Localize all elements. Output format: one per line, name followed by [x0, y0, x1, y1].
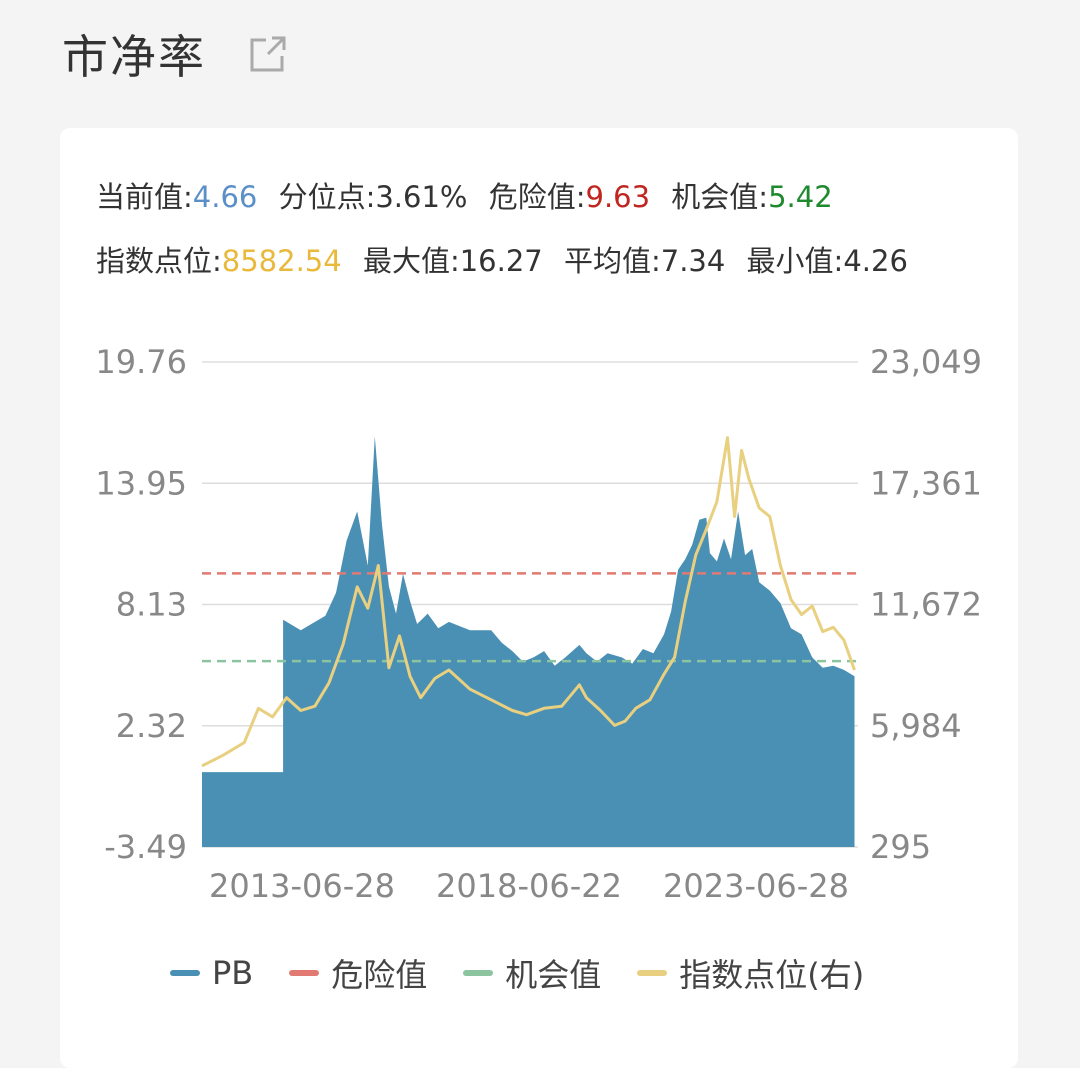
avg-value: 7.34	[660, 244, 726, 278]
y-right-tick-label: 23,049	[870, 343, 982, 381]
external-link-icon[interactable]	[246, 32, 290, 76]
chart-card	[60, 128, 1018, 1068]
stats-row-2: 指数点位:8582.54 最大值:16.27 平均值:7.34 最小值:4.26	[96, 238, 920, 280]
legend-danger[interactable]: 危险值	[289, 950, 427, 996]
opportunity-label: 机会值:	[671, 180, 769, 214]
percentile-value: 3.61%	[375, 180, 468, 214]
chart-legend: PB 危险值 机会值 指数点位(右)	[170, 950, 900, 996]
current-value: 4.66	[192, 180, 258, 214]
avg-label: 平均值:	[563, 244, 661, 278]
percentile-label: 分位点:	[278, 180, 376, 214]
max-value: 16.27	[459, 244, 543, 278]
danger-value: 9.63	[585, 180, 651, 214]
y-left-tick-label: 19.76	[95, 343, 187, 381]
pb-chart[interactable]: 19.76 13.95 8.13 2.32 -3.49 23,049 17,361 11,67…	[0, 0, 1080, 1039]
legend-opportunity[interactable]: 机会值	[463, 950, 601, 996]
min-value: 4.26	[843, 244, 908, 278]
legend-label-danger: 危险值	[331, 956, 428, 994]
y-left-tick-label: 13.95	[95, 464, 187, 502]
header: 市净率	[62, 22, 290, 86]
y-right-tick-label: 5,984	[870, 707, 962, 745]
legend-label-pb: PB	[212, 954, 254, 992]
index-value: 8582.54	[221, 244, 342, 278]
legend-index[interactable]: 指数点位(右)	[637, 950, 864, 996]
legend-swatch-index	[637, 970, 668, 976]
legend-pb[interactable]: PB	[170, 954, 253, 992]
index-line	[201, 436, 856, 768]
legend-swatch-pb	[170, 970, 200, 976]
max-label: 最大值:	[362, 244, 460, 278]
current-label: 当前值:	[96, 180, 193, 214]
y-left-tick-label: 8.13	[116, 586, 187, 624]
y-left-tick-label: 2.32	[116, 707, 187, 745]
min-label: 最小值:	[746, 244, 844, 278]
y-right-tick-label: 17,361	[870, 464, 982, 502]
y-right-tick-label: 295	[870, 828, 931, 866]
y-right-tick-label: 11,672	[870, 586, 982, 624]
danger-label: 危险值:	[488, 180, 586, 214]
index-label: 指数点位:	[96, 244, 222, 278]
legend-label-opportunity: 机会值	[505, 956, 602, 994]
y-left-tick-label: -3.49	[104, 828, 187, 866]
legend-swatch-danger	[289, 970, 320, 976]
pb-area	[202, 436, 855, 847]
x-tick-label: 2013-06-28	[209, 867, 395, 905]
x-tick-label: 2023-06-28	[663, 867, 849, 905]
stats-row-1: 当前值:4.66 分位点:3.61% 危险值:9.63 机会值:5.42	[96, 174, 845, 216]
x-tick-label: 2018-06-22	[436, 867, 622, 905]
page-title: 市净率	[62, 30, 206, 84]
legend-label-index: 指数点位(右)	[679, 956, 865, 994]
legend-swatch-opportunity	[463, 970, 494, 976]
opportunity-value: 5.42	[768, 180, 833, 214]
